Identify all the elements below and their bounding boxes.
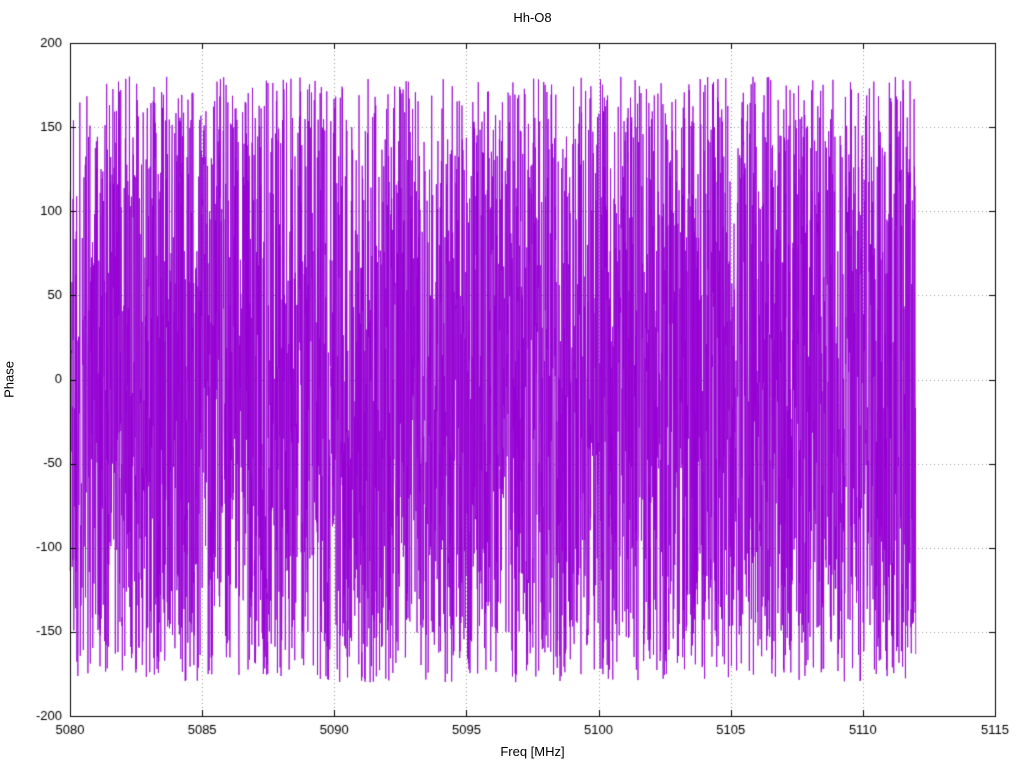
x-axis-label: Freq [MHz] <box>500 744 565 759</box>
chart-title: Hh-O8 <box>513 10 552 25</box>
y-axis-label: Phase <box>1 361 17 398</box>
